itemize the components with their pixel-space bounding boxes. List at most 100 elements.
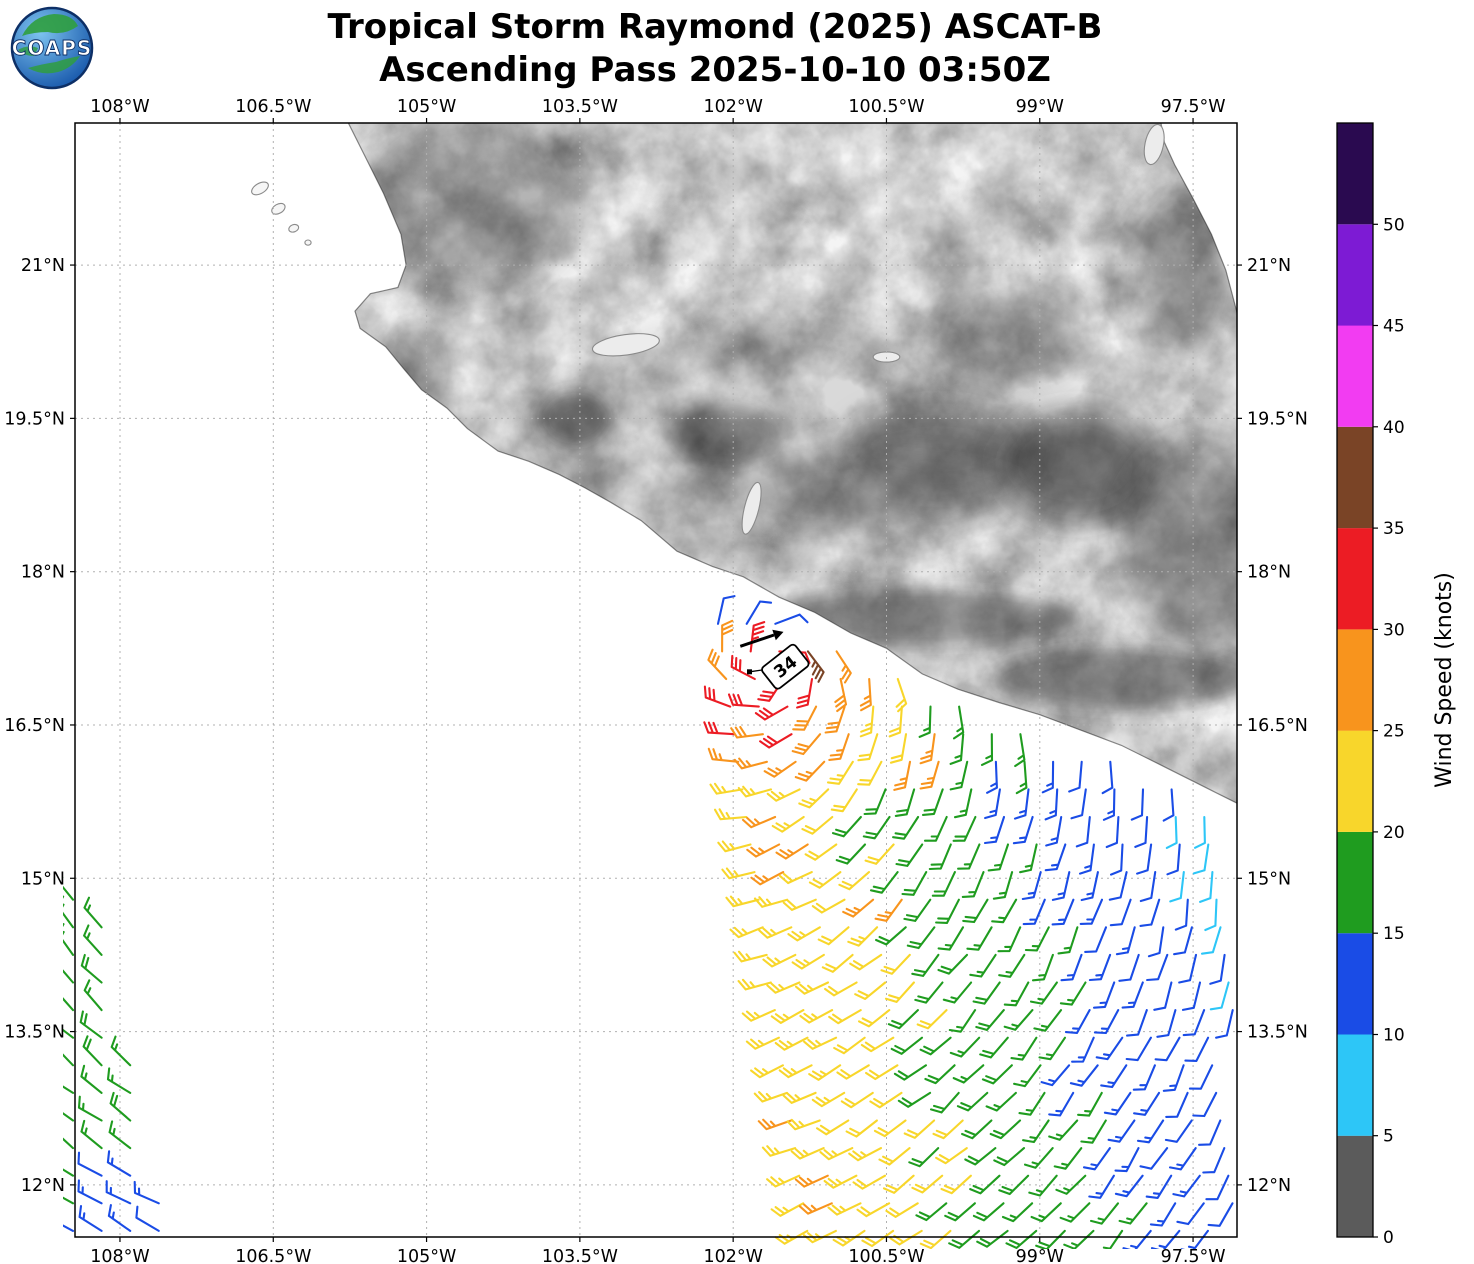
wind-barb [1021,871,1042,901]
wind-barb [80,953,103,984]
wind-barb [761,1145,797,1157]
wind-barb [893,1064,928,1081]
wind-barb [903,898,932,922]
wind-barb [929,1091,960,1114]
wind-barb [911,953,940,977]
wind-barb [979,1036,1009,1059]
figure-title: Tropical Storm Raymond (2025) ASCAT-B As… [0,6,1474,91]
wind-barb [63,1224,75,1232]
wind-barb [759,733,793,749]
axis-labels: 108°W 108°W 106.5°W 106.5°W 105°W 105°W 103.5°… [4,97,1308,1264]
wind-barb [721,619,734,653]
wind-barb [937,926,965,951]
wind-barb [1005,1229,1038,1249]
wind-barb [864,843,895,865]
x-tick-label-bottom: 106.5°W [235,1247,311,1264]
wind-barb [1165,1091,1189,1118]
wind-barb [937,953,969,975]
wind-barb [953,788,973,819]
wind-barb [1192,1091,1218,1118]
wind-barb [753,896,789,908]
wind-barb [847,926,879,947]
wind-barb [737,785,773,798]
wind-barb [966,926,993,951]
mountain-shading [1116,438,1237,644]
wind-barb [975,1009,1005,1031]
wind-barb [1038,1036,1067,1061]
wind-barb [957,843,981,870]
wind-barb [703,685,732,708]
wind-barb [880,953,911,975]
wind-barb [1048,1119,1079,1141]
wind-barb [1019,843,1038,874]
wind-barb [1075,815,1091,848]
wind-barb [733,757,768,770]
x-tick-label-top: 105°W [397,97,456,117]
wind-barb [745,1036,780,1050]
wind-barb [1040,1064,1071,1087]
wind-barb [949,733,965,765]
wind-barb [107,1204,132,1232]
y-tick-label-right: 18°N [1247,563,1291,583]
wind-barb [1202,1147,1226,1174]
wind-barb [1139,1147,1169,1170]
wind-barb [981,1064,1013,1085]
x-tick-label-top: 97.5°W [1161,97,1226,117]
wind-barb [1204,898,1218,932]
wind-barb [1105,815,1120,849]
wind-barb [956,1091,989,1112]
wind-barb [874,898,903,922]
globe-land-south [28,56,80,74]
wind-barb [1169,871,1185,903]
wind-barb [750,871,785,886]
title-line-2: Ascending Pass 2025-10-10 03:50Z [379,49,1051,90]
wind-barb [77,1179,103,1205]
wind-barb [1118,1202,1148,1225]
wind-barb [1013,1064,1042,1088]
wind-barb [1014,733,1026,768]
wind-barb [903,1119,936,1139]
wind-barb [1045,815,1063,847]
wind-barb [1101,760,1114,795]
wind-barb [869,871,899,894]
wind-barb [63,969,75,984]
x-tick-label-bottom: 97.5°W [1161,1247,1226,1264]
wind-barb [1181,981,1202,1011]
colorbar-bin [1337,426,1373,529]
wind-barb [1010,1036,1038,1061]
colorbar-tick-label: 25 [1383,722,1405,742]
x-tick-label-top: 103.5°W [542,97,618,117]
wind-barb [741,815,777,829]
mountain-shading [988,648,1237,710]
wind-barb [778,1064,813,1079]
wind-barb [1150,1229,1181,1249]
wind-barb [63,1112,75,1122]
wind-barb [859,677,872,712]
wind-barb [923,815,948,842]
wind-barb [980,733,994,766]
wind-barb [746,843,781,858]
gridlines [75,123,1237,1237]
colorbar-bin [1337,325,1373,427]
wind-barb [1139,898,1161,927]
wind-barb [63,876,75,901]
wind-barb [1172,1174,1201,1198]
wind-barb [105,1180,132,1205]
wind-barb [1162,1064,1185,1092]
colorbar-outline [1336,122,1374,1238]
wind-barb [1071,1036,1095,1063]
wind-barb [766,1174,801,1188]
wind-barb [1126,1009,1148,1037]
wind-barb [1082,1147,1111,1171]
wind-barb [792,705,818,731]
wind-barb [1109,898,1132,927]
globe-land-west [18,46,38,56]
mountain-shading [528,316,1040,562]
wind-barb [803,1036,838,1050]
wind-barb [1188,1064,1214,1090]
wind-barb [806,650,825,683]
wind-barb [80,1064,103,1094]
wind-barb [921,788,944,816]
wind-barb [906,926,936,950]
wind-barb [997,926,1022,953]
